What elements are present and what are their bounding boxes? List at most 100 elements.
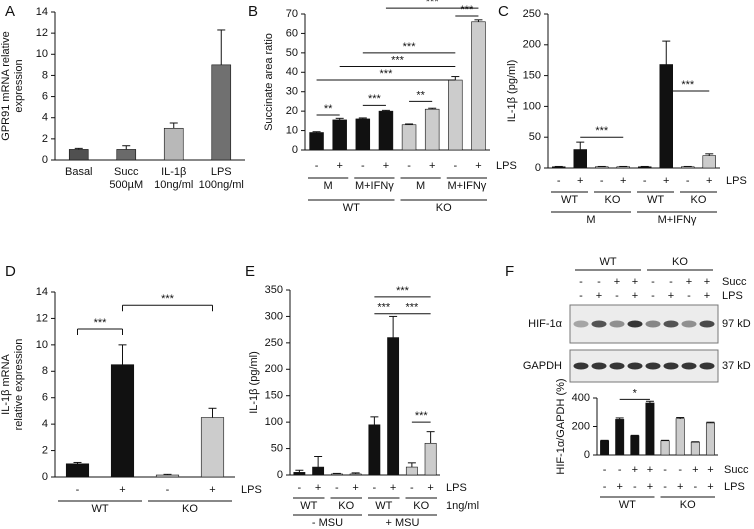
significance-label: *** [377, 302, 391, 314]
row-label: + [647, 464, 653, 476]
error-bar [208, 407, 217, 418]
y-tick-label: 150 [265, 390, 283, 402]
row-label: M+IFNγ [447, 180, 486, 192]
row-label: WT [619, 499, 636, 511]
y-tick-label: 300 [265, 310, 283, 322]
significance-label: *** [426, 0, 440, 8]
y-tick-label: 0 [535, 162, 541, 174]
bar [116, 149, 137, 161]
bar [368, 424, 381, 476]
bar [659, 64, 673, 169]
error-bar [381, 109, 390, 112]
error-bar [662, 40, 671, 65]
row-title: Succ [722, 276, 747, 288]
y-tick-label: 2 [42, 444, 48, 456]
row-label: - [603, 464, 607, 476]
y-tick-label: 40 [286, 66, 298, 78]
blot-row-label: - [615, 290, 619, 302]
row-label: - MSU [312, 517, 343, 529]
error-bar [335, 117, 344, 120]
bar [349, 473, 362, 476]
bar [705, 422, 715, 456]
row-label: + [677, 481, 683, 493]
row-label: - [663, 481, 667, 493]
band-label: GAPDH [523, 360, 562, 372]
bar [332, 119, 347, 151]
row-label: + [383, 160, 389, 172]
row-label: KO [691, 194, 707, 206]
row-label: + [475, 160, 481, 172]
significance-label: *** [460, 4, 474, 16]
row-title: LPS [724, 481, 745, 493]
row-title: LPS [496, 160, 517, 172]
row-label: M [416, 180, 425, 192]
error-bar [705, 153, 714, 156]
bar [309, 132, 324, 151]
bar [448, 79, 463, 151]
blot-row-label: - [579, 290, 583, 302]
y-tick-label: 200 [572, 420, 590, 432]
row-label: - [407, 160, 411, 172]
row-label: WT [561, 194, 578, 206]
row-label: - [600, 175, 604, 187]
blot-band [591, 320, 607, 328]
blot-band [699, 320, 715, 328]
y-tick-label: 14 [36, 6, 48, 18]
row-label: + [577, 175, 583, 187]
y-tick-label: 400 [572, 392, 590, 404]
error-bar [351, 472, 360, 474]
bar [690, 441, 700, 456]
error-bar [332, 472, 341, 474]
bar [155, 474, 180, 478]
row-label: - [603, 481, 607, 493]
error-bar [426, 431, 435, 444]
bar [702, 155, 716, 169]
y-axis-label: IL-1β (pg/ml) [506, 60, 518, 123]
row-label: + [390, 482, 396, 494]
blot-band [663, 362, 679, 370]
blot-group: WT [599, 256, 616, 268]
blot-row-label: + [596, 290, 602, 302]
y-tick-label: 60 [286, 27, 298, 39]
row-label: - [166, 484, 170, 496]
row-label: + [663, 175, 669, 187]
bar [424, 108, 440, 151]
y-tick-label: 0 [42, 471, 48, 483]
row-label: + [706, 175, 712, 187]
row-label: - [373, 482, 377, 494]
significance-label: ** [324, 103, 333, 115]
significance-label: *** [396, 285, 410, 297]
row-title: Succ [724, 464, 749, 476]
row-label: + [352, 482, 358, 494]
blot-band [699, 362, 715, 370]
blot-band [645, 362, 661, 370]
bar [405, 466, 418, 476]
blot-row-label: - [651, 276, 655, 288]
y-tick-label: 12 [36, 312, 48, 324]
error-bar [314, 456, 323, 468]
y-tick-label: 2 [42, 133, 48, 145]
blot-row-label: - [669, 276, 673, 288]
row-label: WT [300, 500, 317, 512]
band-size: 97 kD [722, 318, 751, 330]
y-tick-label: 350 [265, 284, 283, 296]
bar [330, 473, 343, 476]
band-size: 37 kD [722, 360, 751, 372]
bar [387, 337, 400, 476]
error-bar [407, 462, 416, 468]
significance-label: *** [161, 293, 175, 305]
y-tick-label: 12 [36, 27, 48, 39]
row-title: LPS [446, 482, 467, 494]
y-tick-label: 14 [36, 286, 48, 298]
row-label: - [361, 160, 365, 172]
row-label: KO [605, 194, 621, 206]
row-title: LPS [726, 175, 747, 187]
row-label: + [707, 464, 713, 476]
row-label: 10ng/ml [154, 179, 193, 191]
y-tick-label: 10 [286, 124, 298, 136]
band-label: HIF-1α [528, 318, 563, 330]
y-tick-label: 30 [286, 86, 298, 98]
row-label: KO [338, 500, 354, 512]
error-bar [73, 461, 82, 464]
